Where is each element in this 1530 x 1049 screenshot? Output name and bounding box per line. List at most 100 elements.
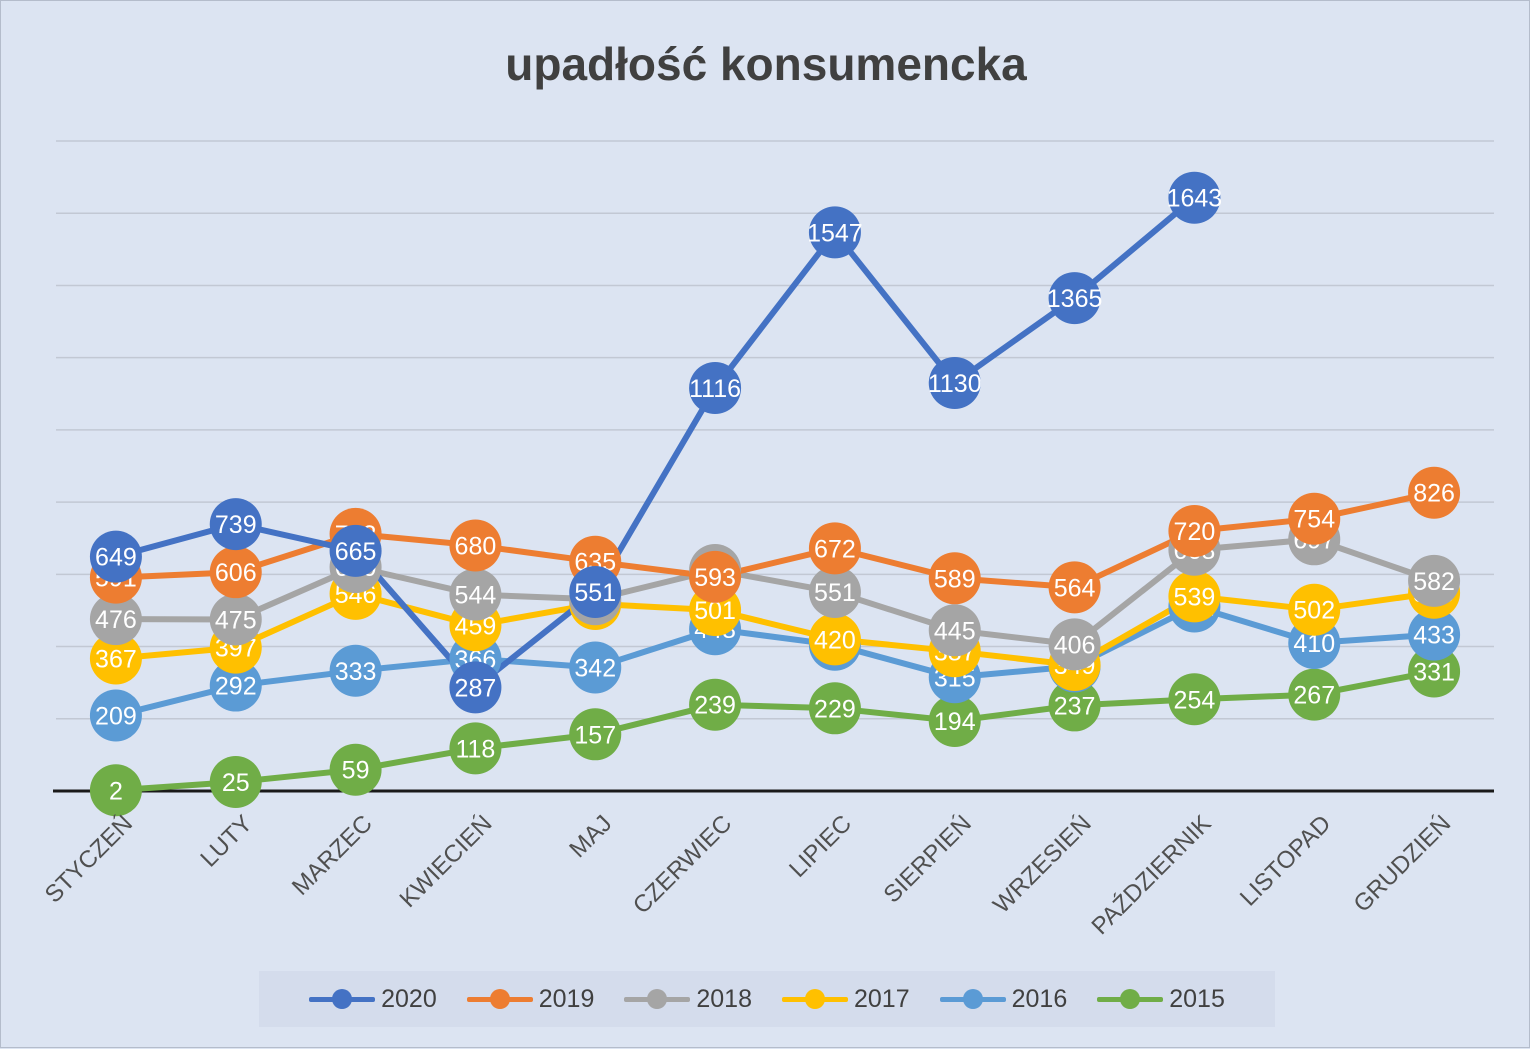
data-label-2019: 606 (215, 559, 257, 587)
data-point-2019 (928, 552, 981, 605)
x-tick-label: GRUDZIEŃ (1348, 810, 1456, 918)
data-point-2020 (1168, 171, 1221, 224)
data-label-2020: 1116 (689, 375, 741, 403)
data-label-2015: 25 (222, 769, 250, 797)
data-label-2019: 589 (934, 565, 976, 593)
data-point-2017 (1288, 583, 1341, 636)
data-point-2020 (449, 661, 502, 714)
legend: 2020 2019 2018 2017 2016 2015 (259, 971, 1275, 1027)
data-label-2020: 665 (335, 538, 377, 566)
data-point-2020 (569, 566, 622, 619)
data-point-2020 (689, 362, 742, 414)
data-point-2020 (1048, 272, 1101, 325)
data-point-2016 (1408, 608, 1461, 661)
data-point-2019 (689, 550, 742, 603)
chart-title: upadłość konsumencka (505, 38, 1027, 90)
data-point-2015 (449, 722, 502, 775)
data-point-2015 (928, 694, 981, 747)
data-point-2017 (89, 632, 142, 685)
data-label-2020: 287 (455, 674, 497, 702)
data-label-2018: 406 (1054, 631, 1096, 659)
legend-item-2019: 2019 (466, 984, 595, 1014)
data-label-2020: 1547 (807, 219, 863, 247)
x-tick-label: LISTOPAD (1235, 810, 1336, 911)
data-point-2015 (808, 682, 861, 735)
data-label-2015: 59 (342, 757, 370, 785)
data-label-2019: 564 (1054, 574, 1096, 602)
data-point-2020 (808, 206, 861, 259)
data-label-2017: 367 (95, 645, 137, 673)
series-line-2015 (112, 668, 1438, 794)
data-point-2017 (1168, 570, 1221, 623)
data-label-2015: 254 (1174, 686, 1216, 714)
data-label-2015: 239 (694, 692, 736, 720)
data-point-2018 (209, 593, 262, 646)
data-point-2020 (209, 498, 262, 551)
data-label-2016: 292 (215, 673, 257, 701)
data-point-2019 (1408, 466, 1461, 519)
data-label-2015: 267 (1293, 682, 1335, 710)
data-label-2020: 551 (574, 579, 616, 607)
x-tick-label: LIPIEC (784, 810, 857, 883)
legend-marker (466, 987, 533, 1011)
data-label-2018: 476 (95, 606, 137, 634)
data-point-2015 (1168, 673, 1221, 726)
legend-item-2018: 2018 (624, 985, 752, 1014)
data-label-2020: 1365 (1047, 285, 1103, 313)
data-label-2015: 237 (1054, 692, 1096, 720)
x-axis-labels: STYCZEŃ LUTY MARZEC KWIECIEŃ MAJ CZERWIEC LIPI… (40, 810, 1456, 940)
legend-label: 2020 (381, 984, 437, 1013)
data-point-2019 (449, 519, 502, 572)
data-label-2019: 754 (1293, 506, 1335, 534)
data-point-2016 (569, 641, 622, 694)
data-label-2018: 445 (934, 617, 976, 645)
data-label-2020: 1130 (928, 370, 982, 398)
data-label-2015: 118 (455, 735, 495, 763)
data-point-2015 (569, 708, 622, 761)
legend-item-2016: 2016 (939, 984, 1068, 1014)
data-label-2018: 544 (455, 582, 497, 610)
series-points: 2 25 59 118 157 239 229 194 237 254 267 331 209 292 33… (89, 171, 1461, 817)
legend-label: 2019 (538, 984, 595, 1013)
data-label-2019: 826 (1413, 480, 1455, 508)
data-label-2020: 739 (215, 511, 257, 539)
legend-marker (309, 987, 376, 1011)
data-label-2015: 229 (814, 695, 856, 723)
data-point-2020 (928, 356, 981, 409)
legend-label: 2018 (696, 984, 752, 1013)
data-point-2015 (1408, 645, 1461, 698)
data-label-2018: 551 (814, 579, 856, 607)
data-point-2015 (209, 755, 262, 808)
data-label-2020: 649 (95, 544, 137, 572)
data-label-2019: 672 (814, 535, 856, 563)
data-point-2018 (928, 604, 981, 657)
data-point-2019 (808, 522, 861, 575)
legend-label: 2017 (854, 984, 910, 1013)
data-label-2015: 2 (109, 777, 123, 805)
data-point-2016 (209, 659, 262, 712)
x-tick-label: CZERWIEC (628, 810, 737, 919)
legend-label: 2015 (1169, 984, 1225, 1013)
data-label-2018: 582 (1413, 568, 1455, 596)
data-label-2017: 502 (1293, 597, 1335, 625)
data-label-2016: 433 (1413, 622, 1455, 650)
gridlines (53, 140, 1494, 793)
data-label-2019: 720 (1174, 518, 1216, 546)
x-tick-label: KWIECIEŃ (395, 810, 498, 913)
legend-label: 2016 (1011, 984, 1068, 1013)
data-point-2018 (449, 568, 502, 621)
data-point-2015 (1048, 679, 1101, 732)
series-line-2017 (112, 589, 1438, 668)
x-tick-label: STYCZEŃ (40, 810, 138, 908)
data-label-2015: 331 (1413, 658, 1455, 686)
data-point-2015 (329, 743, 382, 796)
data-point-2019 (1288, 492, 1341, 545)
x-tick-label: LUTY (195, 810, 257, 872)
data-label-2020: 1643 (1167, 185, 1223, 213)
data-label-2017: 539 (1174, 583, 1216, 611)
data-point-2018 (89, 593, 142, 646)
data-label-2015: 194 (934, 708, 976, 736)
data-point-2019 (1168, 505, 1221, 557)
